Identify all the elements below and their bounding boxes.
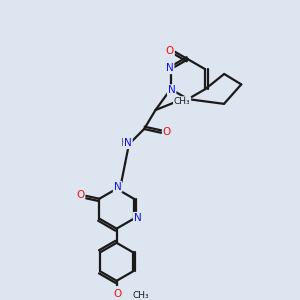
Text: H: H <box>121 138 128 148</box>
Text: CH₃: CH₃ <box>132 292 148 300</box>
Text: CH₃: CH₃ <box>174 97 190 106</box>
Text: N: N <box>124 138 132 148</box>
Text: N: N <box>166 63 174 73</box>
Text: O: O <box>76 190 85 200</box>
Text: N: N <box>114 182 122 192</box>
Text: O: O <box>163 127 171 137</box>
Text: N: N <box>134 213 142 223</box>
Text: N: N <box>168 85 176 95</box>
Text: O: O <box>166 46 174 56</box>
Text: O: O <box>113 289 122 299</box>
